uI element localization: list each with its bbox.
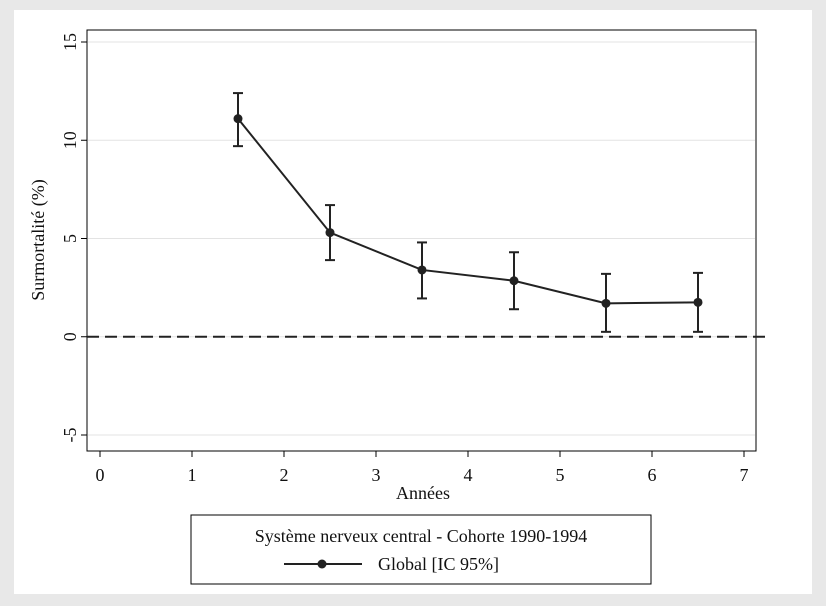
y-tick-label: 15 — [60, 33, 80, 51]
x-tick-label: 6 — [648, 465, 657, 485]
data-point — [417, 265, 427, 275]
x-tick-label: 3 — [372, 465, 381, 485]
legend-point-marker — [317, 559, 327, 569]
y-tick-label: 0 — [60, 332, 80, 341]
data-point — [233, 114, 243, 124]
y-tick-label: 5 — [60, 234, 80, 243]
y-tick-label: 10 — [60, 131, 80, 149]
legend-entry-global: Global [IC 95%] — [378, 554, 499, 574]
x-tick-label: 7 — [740, 465, 749, 485]
legend: Système nerveux central - Cohorte 1990-1… — [190, 514, 652, 585]
x-tick-label: 0 — [96, 465, 105, 485]
series-line — [237, 118, 699, 305]
legend-box — [190, 514, 652, 585]
data-point — [693, 297, 703, 307]
y-axis: -5 0 5 10 15 — [60, 33, 87, 443]
legend-title: Système nerveux central - Cohorte 1990-1… — [255, 526, 587, 546]
y-axis-label: Surmortalité (%) — [28, 179, 49, 300]
data-point — [325, 228, 335, 238]
series-global — [233, 92, 703, 333]
x-tick-label: 2 — [280, 465, 289, 485]
data-point — [509, 276, 519, 286]
data-point — [601, 298, 611, 308]
x-tick-label: 5 — [556, 465, 565, 485]
x-tick-label: 1 — [188, 465, 197, 485]
x-axis-label: Années — [396, 483, 450, 503]
y-tick-label: -5 — [60, 428, 80, 443]
x-tick-label: 4 — [464, 465, 473, 485]
plot-area — [86, 29, 757, 452]
x-axis: 0 1 2 3 4 5 6 7 — [96, 451, 749, 485]
